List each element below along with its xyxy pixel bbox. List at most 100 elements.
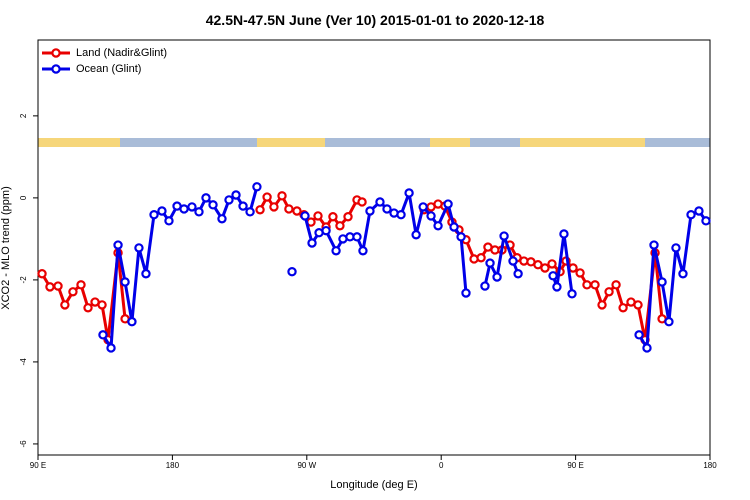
data-point — [83, 303, 93, 313]
data-point — [686, 209, 696, 220]
y-tick-label: 2 — [19, 113, 28, 118]
data-point — [194, 207, 204, 217]
data-point — [331, 246, 341, 256]
data-point — [127, 317, 137, 327]
data-point — [217, 214, 227, 224]
data-point — [404, 188, 414, 198]
y-tick-label: 0 — [19, 195, 28, 200]
data-point — [365, 206, 375, 216]
data-point — [461, 288, 471, 298]
x-tick-label: 90 W — [297, 461, 316, 470]
data-point — [284, 204, 294, 214]
data-point — [287, 266, 297, 277]
x-tick-label: 90 E — [30, 461, 46, 470]
x-tick-label: 180 — [166, 461, 180, 470]
chart-title: 42.5N-47.5N June (Ver 10) 2015-01-01 to … — [206, 12, 545, 28]
legend-marker — [51, 48, 61, 58]
data-point — [582, 280, 592, 290]
data-point — [269, 202, 279, 212]
data-point — [411, 230, 421, 240]
data-point — [68, 287, 78, 297]
data-point — [255, 205, 265, 215]
data-point — [134, 243, 144, 253]
data-point — [292, 206, 302, 216]
data-point — [618, 303, 628, 313]
data-point — [300, 211, 310, 221]
data-point — [37, 269, 47, 279]
data-point — [433, 221, 443, 231]
data-point — [352, 232, 362, 242]
x-axis-label: Longitude (deg E) — [330, 479, 417, 491]
data-point — [187, 202, 197, 212]
data-point — [231, 190, 241, 200]
data-point — [375, 197, 385, 207]
data-point — [426, 211, 436, 221]
data-point — [113, 240, 123, 250]
data-point — [245, 207, 255, 217]
land-mask-band — [38, 138, 710, 147]
data-point — [642, 343, 652, 353]
data-point — [149, 209, 159, 220]
data-point — [633, 300, 643, 310]
data-point — [164, 216, 174, 226]
data-point — [547, 259, 557, 269]
data-point — [533, 260, 543, 270]
data-point — [76, 280, 86, 290]
data-point — [449, 222, 459, 232]
data-point — [277, 191, 287, 201]
data-point — [208, 200, 218, 210]
x-tick-label: 0 — [439, 461, 444, 470]
data-point — [597, 300, 607, 310]
data-point — [480, 281, 490, 291]
data-point — [485, 258, 495, 268]
data-point — [634, 330, 644, 340]
data-point — [328, 212, 338, 222]
data-point — [307, 238, 317, 248]
data-point — [671, 243, 681, 253]
data-point — [335, 221, 345, 231]
data-point — [396, 209, 406, 220]
data-point — [382, 204, 392, 214]
data-point — [701, 216, 711, 226]
data-point — [499, 231, 509, 241]
x-tick-label: 180 — [703, 461, 717, 470]
series-line — [551, 232, 574, 295]
data-point — [611, 280, 621, 290]
data-point — [548, 271, 558, 281]
plot-frame — [37, 39, 711, 456]
data-point — [418, 202, 428, 212]
data-point — [508, 256, 518, 266]
data-point — [568, 263, 578, 273]
data-point — [321, 225, 331, 236]
data-point — [201, 193, 211, 203]
data-point — [224, 195, 234, 205]
data-point — [590, 280, 600, 290]
data-point — [492, 272, 502, 282]
series-line — [637, 209, 708, 350]
data-point — [456, 232, 466, 242]
data-point — [97, 300, 107, 310]
data-point — [45, 282, 55, 292]
data-point — [120, 277, 130, 287]
data-point — [664, 317, 674, 327]
data-point — [358, 246, 368, 256]
data-point — [262, 192, 272, 202]
data-point — [313, 211, 323, 221]
data-point — [559, 229, 569, 239]
data-point — [552, 282, 562, 292]
y-tick-label: -4 — [19, 358, 28, 366]
data-point — [649, 240, 659, 250]
legend-marker — [51, 64, 61, 74]
legend-label: Ocean (Glint) — [76, 63, 141, 75]
data-point — [575, 268, 585, 278]
data-point — [604, 287, 614, 297]
data-point — [98, 330, 108, 340]
x-tick-label: 90 E — [567, 461, 583, 470]
y-axis-label: XCO2 - MLO trend (ppm) — [0, 186, 12, 309]
data-point — [141, 269, 151, 279]
data-point — [443, 199, 453, 209]
data-point — [694, 206, 704, 216]
data-point — [343, 212, 353, 222]
data-point — [540, 263, 550, 273]
data-point — [657, 277, 667, 287]
